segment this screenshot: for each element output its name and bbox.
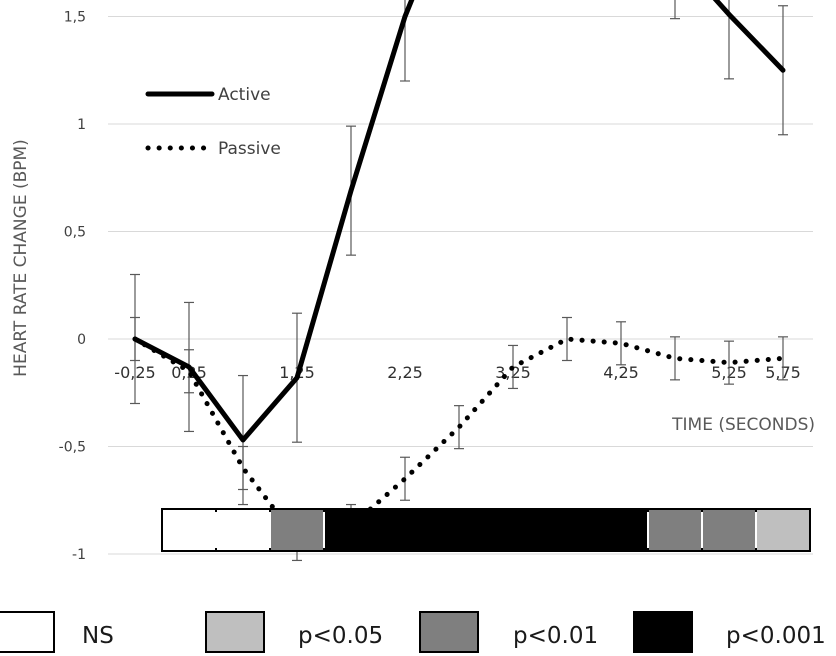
legend-swatch-p001: [419, 611, 479, 653]
significance-legend: NS p<0.05 p<0.01 p<0.001: [0, 611, 826, 653]
significance-bar: [161, 508, 811, 552]
legend-label-passive: Passive: [218, 139, 281, 159]
legend-label-active: Active: [218, 85, 271, 105]
significance-cell: [215, 508, 271, 552]
significance-cell: [755, 508, 811, 552]
legend-label-significance: NS: [82, 623, 114, 649]
y-tick-label: -1: [72, 547, 86, 563]
series-lines: [132, 0, 786, 542]
y-tick-label: 0,5: [64, 225, 86, 241]
legend-swatch-ns: [0, 611, 55, 653]
significance-cell: [485, 508, 541, 552]
y-tick-label: 0: [77, 332, 86, 348]
x-tick-labels: -0,25 0,25 1,25 2,25 3,25 4,25 5,25 5,75: [114, 363, 801, 382]
series-line-active: [132, 0, 786, 443]
x-tick-label: 4,25: [603, 363, 639, 382]
significance-cell: [539, 508, 595, 552]
x-axis-title: TIME (SECONDS): [671, 415, 815, 435]
significance-cell: [161, 508, 217, 552]
y-tick-label: 1,5: [64, 10, 86, 26]
significance-cell: [269, 508, 325, 552]
legend-label-significance: p<0.001: [726, 623, 826, 649]
y-tick-label: -0,5: [59, 440, 86, 456]
y-tick-labels: 32,521,510,50-0,5-1-1,5: [59, 10, 86, 656]
gridlines: [108, 16, 813, 555]
legend-label-significance: p<0.05: [298, 623, 383, 649]
significance-cell: [647, 508, 703, 552]
significance-cell: [431, 508, 487, 552]
legend-swatch-p0001: [633, 611, 693, 653]
y-axis-title: HEART RATE CHANGE (BPM): [11, 139, 31, 377]
significance-cell: [701, 508, 757, 552]
legend-label-significance: p<0.01: [513, 623, 598, 649]
significance-cell: [323, 508, 379, 552]
x-tick-label: 2,25: [387, 363, 423, 382]
series-line-passive: [132, 336, 786, 542]
series-legend: Active Passive: [145, 85, 281, 159]
significance-cell: [593, 508, 649, 552]
legend-swatch-p005: [205, 611, 265, 653]
y-tick-label: -1,5: [59, 655, 86, 656]
significance-cell: [377, 508, 433, 552]
y-tick-label: 1: [77, 117, 86, 133]
